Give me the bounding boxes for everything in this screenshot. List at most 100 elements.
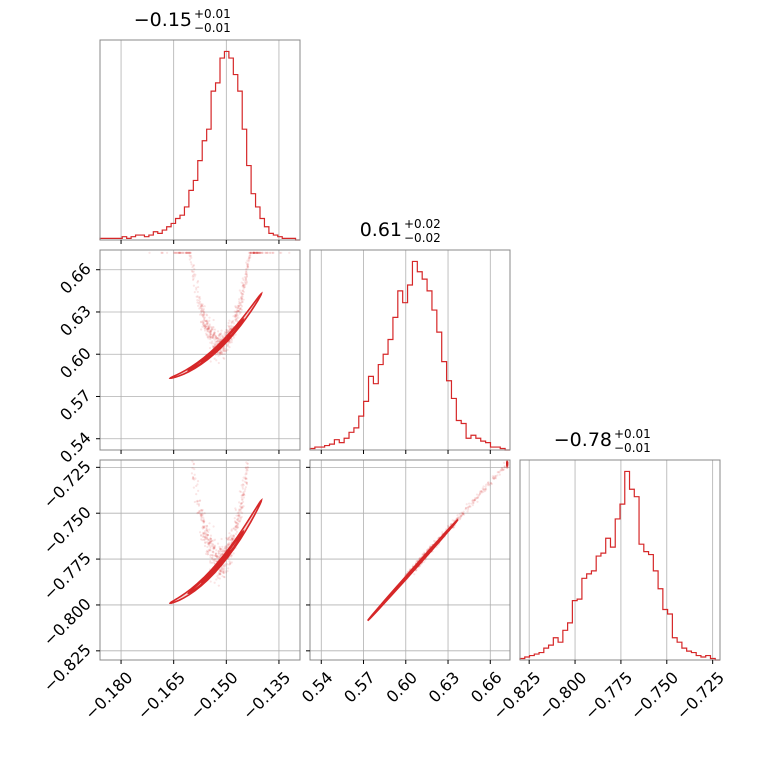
scatter-point — [506, 463, 509, 467]
scatter-point — [213, 328, 217, 331]
scatter-point — [223, 575, 226, 579]
scatter-point — [478, 491, 482, 495]
scatter-point — [177, 447, 179, 449]
scatter-point — [207, 542, 210, 545]
scatter-point — [238, 307, 242, 311]
scatter-point — [487, 481, 490, 484]
scatter-point — [212, 559, 216, 562]
scatter-point — [221, 568, 224, 571]
scatter-point — [272, 445, 274, 447]
scatter-point — [206, 327, 210, 330]
scatter-point — [189, 447, 191, 449]
scatter-point — [255, 251, 259, 254]
scatter-point — [187, 251, 190, 254]
scatter-point — [192, 477, 195, 480]
scatter-point — [209, 534, 213, 537]
panel-title-value: −0.15 — [134, 9, 192, 31]
scatter-point — [210, 540, 213, 543]
scatter-point — [471, 500, 475, 503]
scatter-point — [487, 481, 490, 484]
scatter-point — [240, 484, 243, 487]
scatter-point — [218, 338, 221, 341]
scatter-point — [206, 320, 209, 324]
scatter-point — [196, 281, 199, 284]
scatter-point — [234, 318, 238, 321]
scatter-point — [212, 547, 215, 550]
scatter-point — [227, 325, 231, 329]
scatter-point — [269, 451, 271, 453]
scatter-point — [246, 469, 249, 472]
scatter-point — [506, 462, 509, 465]
scatter-point — [209, 537, 212, 540]
scatter-point — [196, 480, 200, 483]
scatter-point — [191, 467, 194, 470]
scatter-point — [242, 298, 245, 301]
scatter-point — [486, 482, 489, 485]
scatter-point — [205, 525, 209, 528]
scatter-point — [189, 251, 192, 254]
scatter-point — [233, 310, 236, 313]
scatter-point — [213, 538, 217, 541]
scatter-point — [256, 445, 258, 447]
scatter-point — [506, 462, 509, 465]
scatter-point — [506, 466, 509, 469]
scatter-point — [208, 326, 211, 329]
scatter-point — [244, 477, 247, 480]
scatter-point — [195, 500, 198, 503]
scatter-point — [272, 251, 275, 254]
scatter-point — [217, 584, 220, 587]
scatter-point — [245, 269, 248, 272]
scatter-point — [219, 548, 222, 551]
y-tick-label: 0.57 — [56, 386, 95, 425]
scatter-point — [190, 269, 194, 272]
scatter-point — [236, 526, 239, 529]
scatter-point — [253, 442, 255, 444]
scatter-point — [237, 514, 240, 517]
scatter-point — [246, 455, 248, 457]
scatter-point — [231, 535, 234, 539]
scatter-point — [494, 474, 497, 478]
scatter-point — [241, 298, 244, 301]
scatter-point — [206, 549, 209, 552]
scatter-point — [476, 500, 479, 503]
scatter-point — [218, 573, 222, 576]
scatter-point — [247, 257, 250, 260]
scatter-point — [473, 498, 476, 501]
scatter-point — [200, 304, 204, 307]
scatter-point — [209, 334, 212, 337]
scatter-point — [241, 277, 244, 280]
scatter-point — [264, 447, 266, 449]
scatter-point — [231, 537, 234, 541]
scatter-point — [220, 537, 223, 541]
scatter-point — [246, 466, 250, 469]
scatter-point — [461, 512, 464, 516]
scatter-point — [506, 463, 509, 466]
scatter-point — [506, 461, 509, 464]
scatter-point — [217, 334, 220, 337]
scatter-point — [411, 564, 415, 567]
scatter-point — [506, 465, 509, 468]
scatter-point — [202, 317, 206, 320]
scatter-point — [199, 533, 203, 537]
scatter-point — [223, 352, 226, 355]
scatter-point — [252, 251, 255, 254]
scatter-point — [228, 328, 232, 331]
scatter-point — [201, 535, 205, 539]
scatter-point — [240, 494, 243, 497]
scatter-point — [258, 445, 260, 447]
scatter-point — [211, 557, 214, 560]
scatter-point — [228, 563, 231, 566]
scatter-point — [203, 525, 207, 528]
scatter-point — [230, 536, 233, 539]
scatter-point — [241, 292, 244, 296]
scatter-point — [194, 273, 197, 276]
scatter-point — [227, 536, 231, 539]
scatter-point — [222, 348, 225, 351]
scatter-point — [189, 443, 191, 445]
scatter-point — [213, 544, 217, 547]
scatter-point — [501, 469, 504, 472]
scatter-point — [207, 334, 211, 337]
scatter-point — [506, 462, 509, 465]
scatter-point — [224, 545, 227, 548]
scatter-point — [218, 572, 221, 575]
